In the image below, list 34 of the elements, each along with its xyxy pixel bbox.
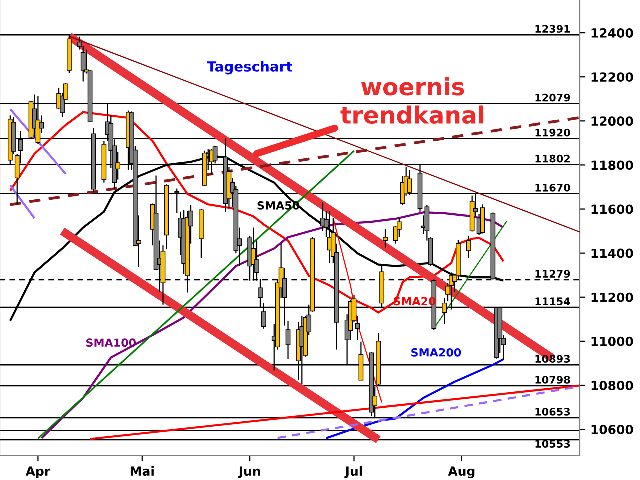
y-tick-label: 12200 [592,72,634,82]
candlestick [466,235,472,259]
line-series [40,212,505,440]
ref-line-label: 11154 [536,298,570,306]
ref-line-label: 11670 [536,184,570,192]
candlestick [286,320,291,360]
y-tick-label: 11800 [592,160,634,170]
ref-line-label: 12391 [536,25,570,34]
y-tick-label: 11600 [592,204,634,214]
annotation: woernis trendkanal [340,78,484,124]
y-tick-label: 11400 [592,248,634,258]
x-tick-label: Jun [238,466,260,478]
x-tick-label: Mai [130,466,154,476]
ref-line-label: 11802 [536,154,570,163]
candlestick [80,46,86,82]
annotation: Tageschart [207,61,292,75]
y-tick-label: 11200 [592,292,634,302]
ref-line-label: 11279 [536,270,570,278]
y-tick-label: 10800 [592,380,634,390]
line-series [325,358,505,440]
ref-line-label: 12079 [536,94,570,102]
ref-line-label: 10798 [536,376,570,384]
y-tick-label: 10600 [592,425,634,434]
y-tick-label: 12400 [592,28,634,38]
x-tick-label: Apr [26,466,51,479]
y-tick-label: 11000 [592,336,634,346]
series-label: SMA200 [412,348,462,357]
y-tick-label: 12000 [592,116,634,126]
series-label: SMA100 [86,338,136,348]
x-tick-label: Jul [344,466,362,478]
x-tick-label: Aug [448,466,475,479]
ref-line-label: 11920 [536,128,570,137]
candlestick [383,228,388,248]
ref-line-label: 10653 [536,408,570,416]
